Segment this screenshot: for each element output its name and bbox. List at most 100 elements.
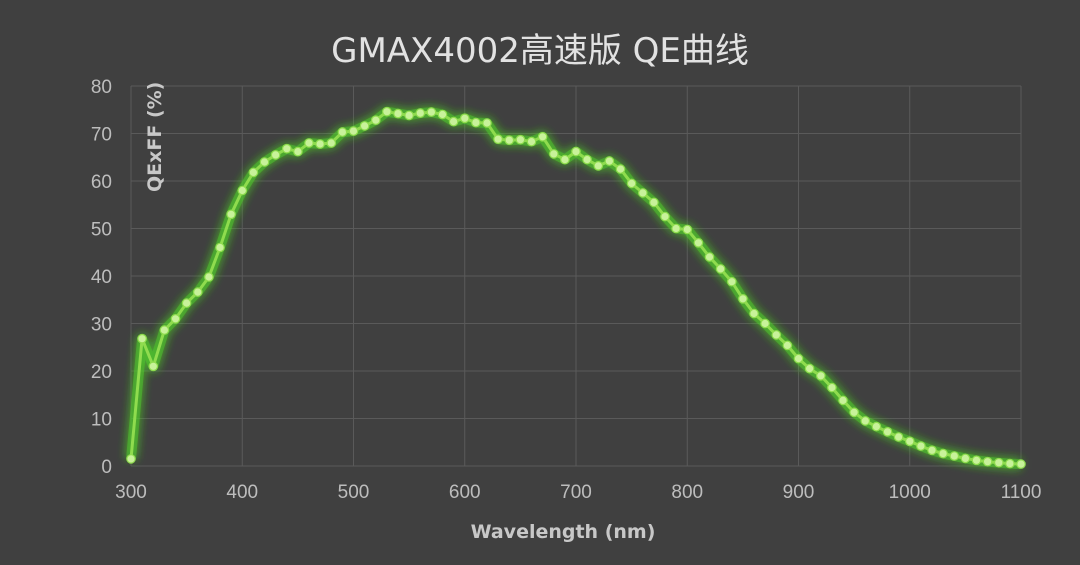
data-point [682, 224, 693, 235]
x-tick-label: 700 [560, 482, 592, 503]
x-tick-label: 900 [783, 482, 815, 503]
data-point [593, 161, 604, 171]
data-point [927, 445, 937, 456]
data-point [649, 197, 659, 208]
data-point [315, 139, 325, 149]
data-point [304, 138, 314, 148]
data-point [248, 167, 259, 178]
data-point [760, 318, 770, 329]
x-tick-label: 1000 [889, 482, 931, 503]
data-point [515, 134, 526, 145]
x-tick-label: 300 [115, 482, 147, 503]
data-point [693, 238, 704, 248]
data-point [348, 126, 359, 136]
x-tick-label: 600 [449, 482, 481, 503]
data-point [448, 116, 459, 127]
chart-title: GMAX4002高速版 QE曲线 [331, 31, 749, 71]
data-point [749, 308, 759, 319]
data-point [148, 361, 159, 372]
x-tick-labels: 300 400 500 600 700 800 900 1000 1100 [115, 482, 1041, 503]
data-point [771, 330, 782, 340]
data-point [415, 108, 426, 118]
data-point [471, 117, 481, 128]
y-tick-label: 80 [91, 77, 112, 98]
y-tick-labels: 0 10 20 30 40 50 60 70 80 [91, 77, 112, 478]
data-point [615, 164, 626, 174]
data-point [159, 325, 170, 335]
y-tick-label: 30 [91, 315, 112, 336]
y-tick-label: 70 [91, 125, 112, 146]
y-tick-label: 40 [91, 267, 112, 288]
data-point [626, 178, 637, 189]
data-point [326, 138, 337, 148]
data-point [916, 441, 926, 451]
y-tick-label: 20 [91, 362, 112, 383]
data-point [782, 340, 793, 351]
x-tick-label: 400 [226, 482, 258, 503]
data-point [804, 363, 815, 374]
data-point [704, 252, 715, 262]
grid [130, 85, 1022, 467]
data-point [582, 154, 592, 165]
y-tick-label: 50 [91, 220, 112, 241]
data-point [1016, 459, 1026, 469]
data-point [215, 242, 225, 253]
data-point [404, 110, 414, 121]
data-point [359, 121, 370, 131]
data-point [671, 223, 681, 234]
data-point [181, 298, 192, 308]
data-point [193, 287, 203, 297]
data-point [548, 149, 559, 159]
series-qe [126, 106, 1026, 470]
data-point [204, 272, 214, 282]
y-tick-label: 0 [101, 457, 112, 478]
y-tick-label: 10 [91, 410, 112, 431]
data-point [715, 264, 726, 274]
data-point [871, 421, 882, 432]
data-point [426, 107, 437, 117]
data-point [137, 333, 147, 344]
x-tick-label: 800 [671, 482, 703, 503]
data-point [526, 136, 537, 147]
data-point [604, 156, 615, 166]
data-point [660, 211, 670, 222]
data-point [459, 113, 470, 124]
data-point [170, 313, 181, 324]
data-point [270, 150, 281, 160]
x-axis-title: Wavelength (nm) [471, 521, 656, 543]
data-point [293, 146, 303, 157]
data-point [259, 157, 270, 167]
data-point [815, 370, 826, 381]
data-point [281, 143, 292, 154]
data-point [637, 188, 648, 198]
data-point [226, 209, 236, 220]
data-point [537, 132, 548, 142]
data-point [437, 109, 448, 120]
x-tick-label: 1100 [1001, 482, 1042, 503]
x-tick-label: 500 [338, 482, 370, 503]
data-point [571, 146, 581, 157]
data-point [370, 115, 381, 125]
data-point [126, 454, 136, 464]
data-point [960, 453, 971, 464]
data-point [482, 118, 492, 128]
data-point [793, 353, 804, 364]
data-point [893, 432, 904, 442]
y-tick-label: 60 [91, 172, 112, 193]
data-point [393, 108, 403, 119]
data-point [838, 395, 848, 406]
data-point [337, 127, 348, 137]
data-point [493, 134, 503, 144]
data-point [882, 426, 893, 437]
data-point [237, 185, 248, 196]
data-point [938, 448, 948, 459]
data-point [726, 276, 737, 287]
data-point [504, 135, 515, 145]
data-point [982, 456, 993, 467]
data-point [949, 451, 960, 461]
data-point [382, 106, 392, 117]
y-axis-title: QExFF (%) [144, 82, 166, 192]
data-point [827, 382, 837, 393]
